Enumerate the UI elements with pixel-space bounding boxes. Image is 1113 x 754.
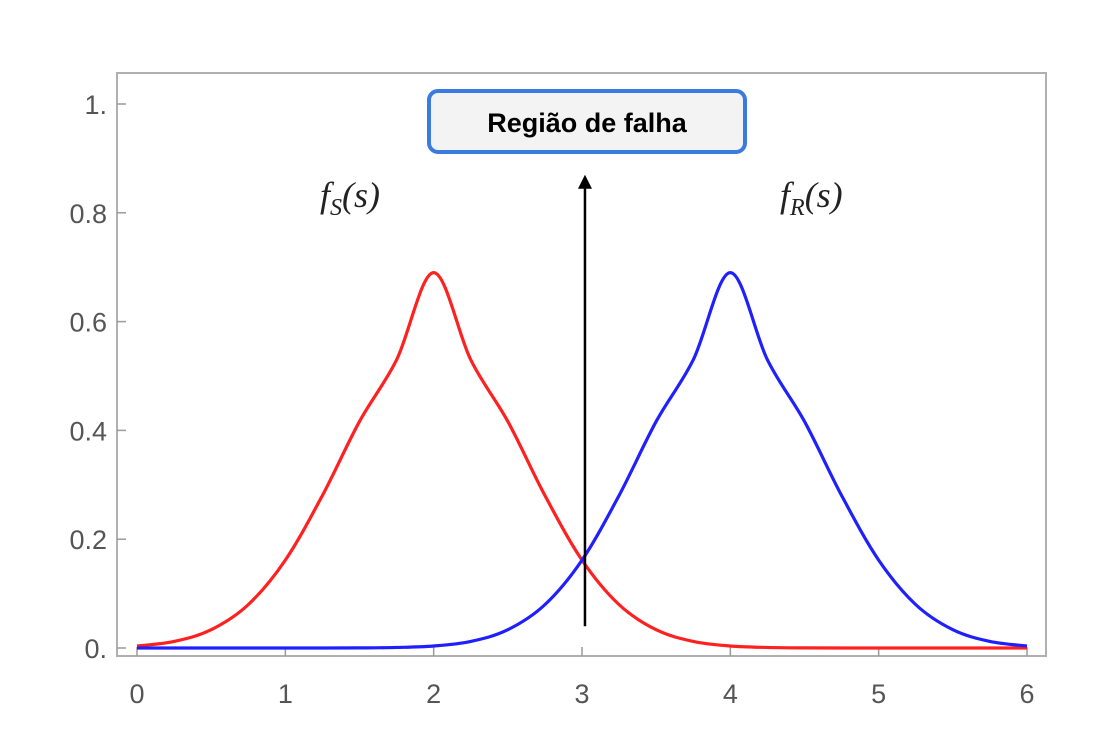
y-axis: 0. 0.2 0.4 0.6 0.8 1. xyxy=(69,90,126,664)
y-tick-label: 0.8 xyxy=(69,199,107,229)
y-tick-label: 0.6 xyxy=(69,308,107,338)
x-tick-label: 2 xyxy=(426,679,441,709)
curve-labels: fS(s) fR(s) xyxy=(320,175,843,221)
curves xyxy=(136,271,1028,650)
x-tick-label: 1 xyxy=(278,679,293,709)
y-tick-label: 0.4 xyxy=(69,416,107,446)
x-tick-label: 6 xyxy=(1019,679,1034,709)
series-line-1 xyxy=(136,271,1027,650)
annotation: Região de falha xyxy=(427,89,747,627)
series-label-2: fR(s) xyxy=(780,175,843,221)
annotation-text: Região de falha xyxy=(487,108,688,138)
x-tick-label: 4 xyxy=(723,679,738,709)
y-tick-label: 1. xyxy=(84,90,107,120)
series-line-2 xyxy=(137,271,1028,650)
x-tick-label: 5 xyxy=(871,679,886,709)
series-label-1: fS(s) xyxy=(320,175,380,221)
x-axis: 0 1 2 3 4 5 6 xyxy=(129,647,1035,709)
y-tick-label: 0.2 xyxy=(69,525,107,555)
arrow-head xyxy=(577,174,592,189)
plot-frame xyxy=(116,72,1047,657)
x-tick-label: 3 xyxy=(574,679,589,709)
y-tick-label: 0. xyxy=(84,634,107,664)
annotation-box xyxy=(427,89,747,154)
x-tick-label: 0 xyxy=(129,679,144,709)
